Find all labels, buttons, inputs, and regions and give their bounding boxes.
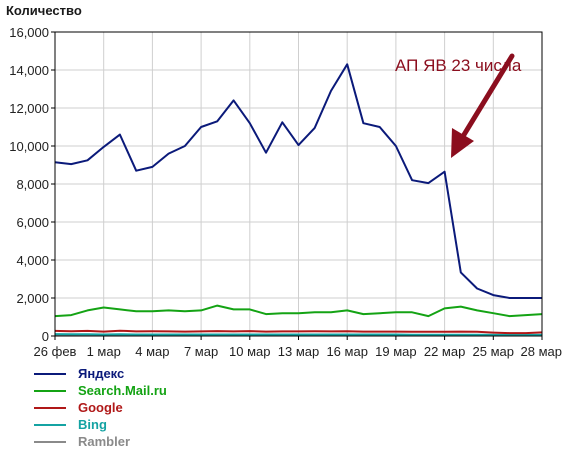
chart-legend: Яндекс Search.Mail.ru Google Bing Ramble… xyxy=(34,365,167,450)
grid-lines xyxy=(55,32,542,336)
x-tick-label: 10 мар xyxy=(229,344,270,359)
x-tick-label: 26 фев xyxy=(34,344,77,359)
legend-label: Search.Mail.ru xyxy=(78,383,167,398)
legend-swatch xyxy=(34,441,66,443)
legend-swatch xyxy=(34,390,66,392)
x-tick-label: 25 мар xyxy=(473,344,514,359)
legend-item-google: Google xyxy=(34,399,167,416)
x-tick-label: 22 мар xyxy=(424,344,465,359)
y-tick-label: 4,000 xyxy=(16,253,49,268)
legend-label: Bing xyxy=(78,417,107,432)
y-tick-label: 8,000 xyxy=(16,177,49,192)
y-tick-label: 14,000 xyxy=(9,63,49,78)
y-tick-label: 12,000 xyxy=(9,101,49,116)
legend-item-bing: Bing xyxy=(34,416,167,433)
y-axis-title: Количество xyxy=(6,3,82,18)
x-tick-label: 28 мар xyxy=(521,344,562,359)
legend-label: Rambler xyxy=(78,434,130,449)
x-tick-label: 13 мар xyxy=(278,344,319,359)
y-tick-label: 6,000 xyxy=(16,215,49,230)
x-tick-label: 1 мар xyxy=(87,344,121,359)
y-tick-label: 2,000 xyxy=(16,291,49,306)
legend-swatch xyxy=(34,407,66,409)
legend-item-rambler: Rambler xyxy=(34,433,167,450)
legend-item-search-mail: Search.Mail.ru xyxy=(34,382,167,399)
y-tick-label: 0 xyxy=(42,329,49,344)
legend-swatch xyxy=(34,373,66,375)
x-tick-label: 4 мар xyxy=(135,344,169,359)
legend-label: Яндекс xyxy=(78,366,124,381)
y-tick-label: 10,000 xyxy=(9,139,49,154)
y-tick-label: 16,000 xyxy=(9,25,49,40)
x-tick-label: 16 мар xyxy=(326,344,367,359)
legend-swatch xyxy=(34,424,66,426)
legend-item-yandex: Яндекс xyxy=(34,365,167,382)
legend-label: Google xyxy=(78,400,123,415)
annotation-group: АП ЯВ 23 числа xyxy=(395,56,522,158)
x-tick-label: 19 мар xyxy=(375,344,416,359)
x-tick-label: 7 мар xyxy=(184,344,218,359)
series-line-bing xyxy=(55,334,542,335)
